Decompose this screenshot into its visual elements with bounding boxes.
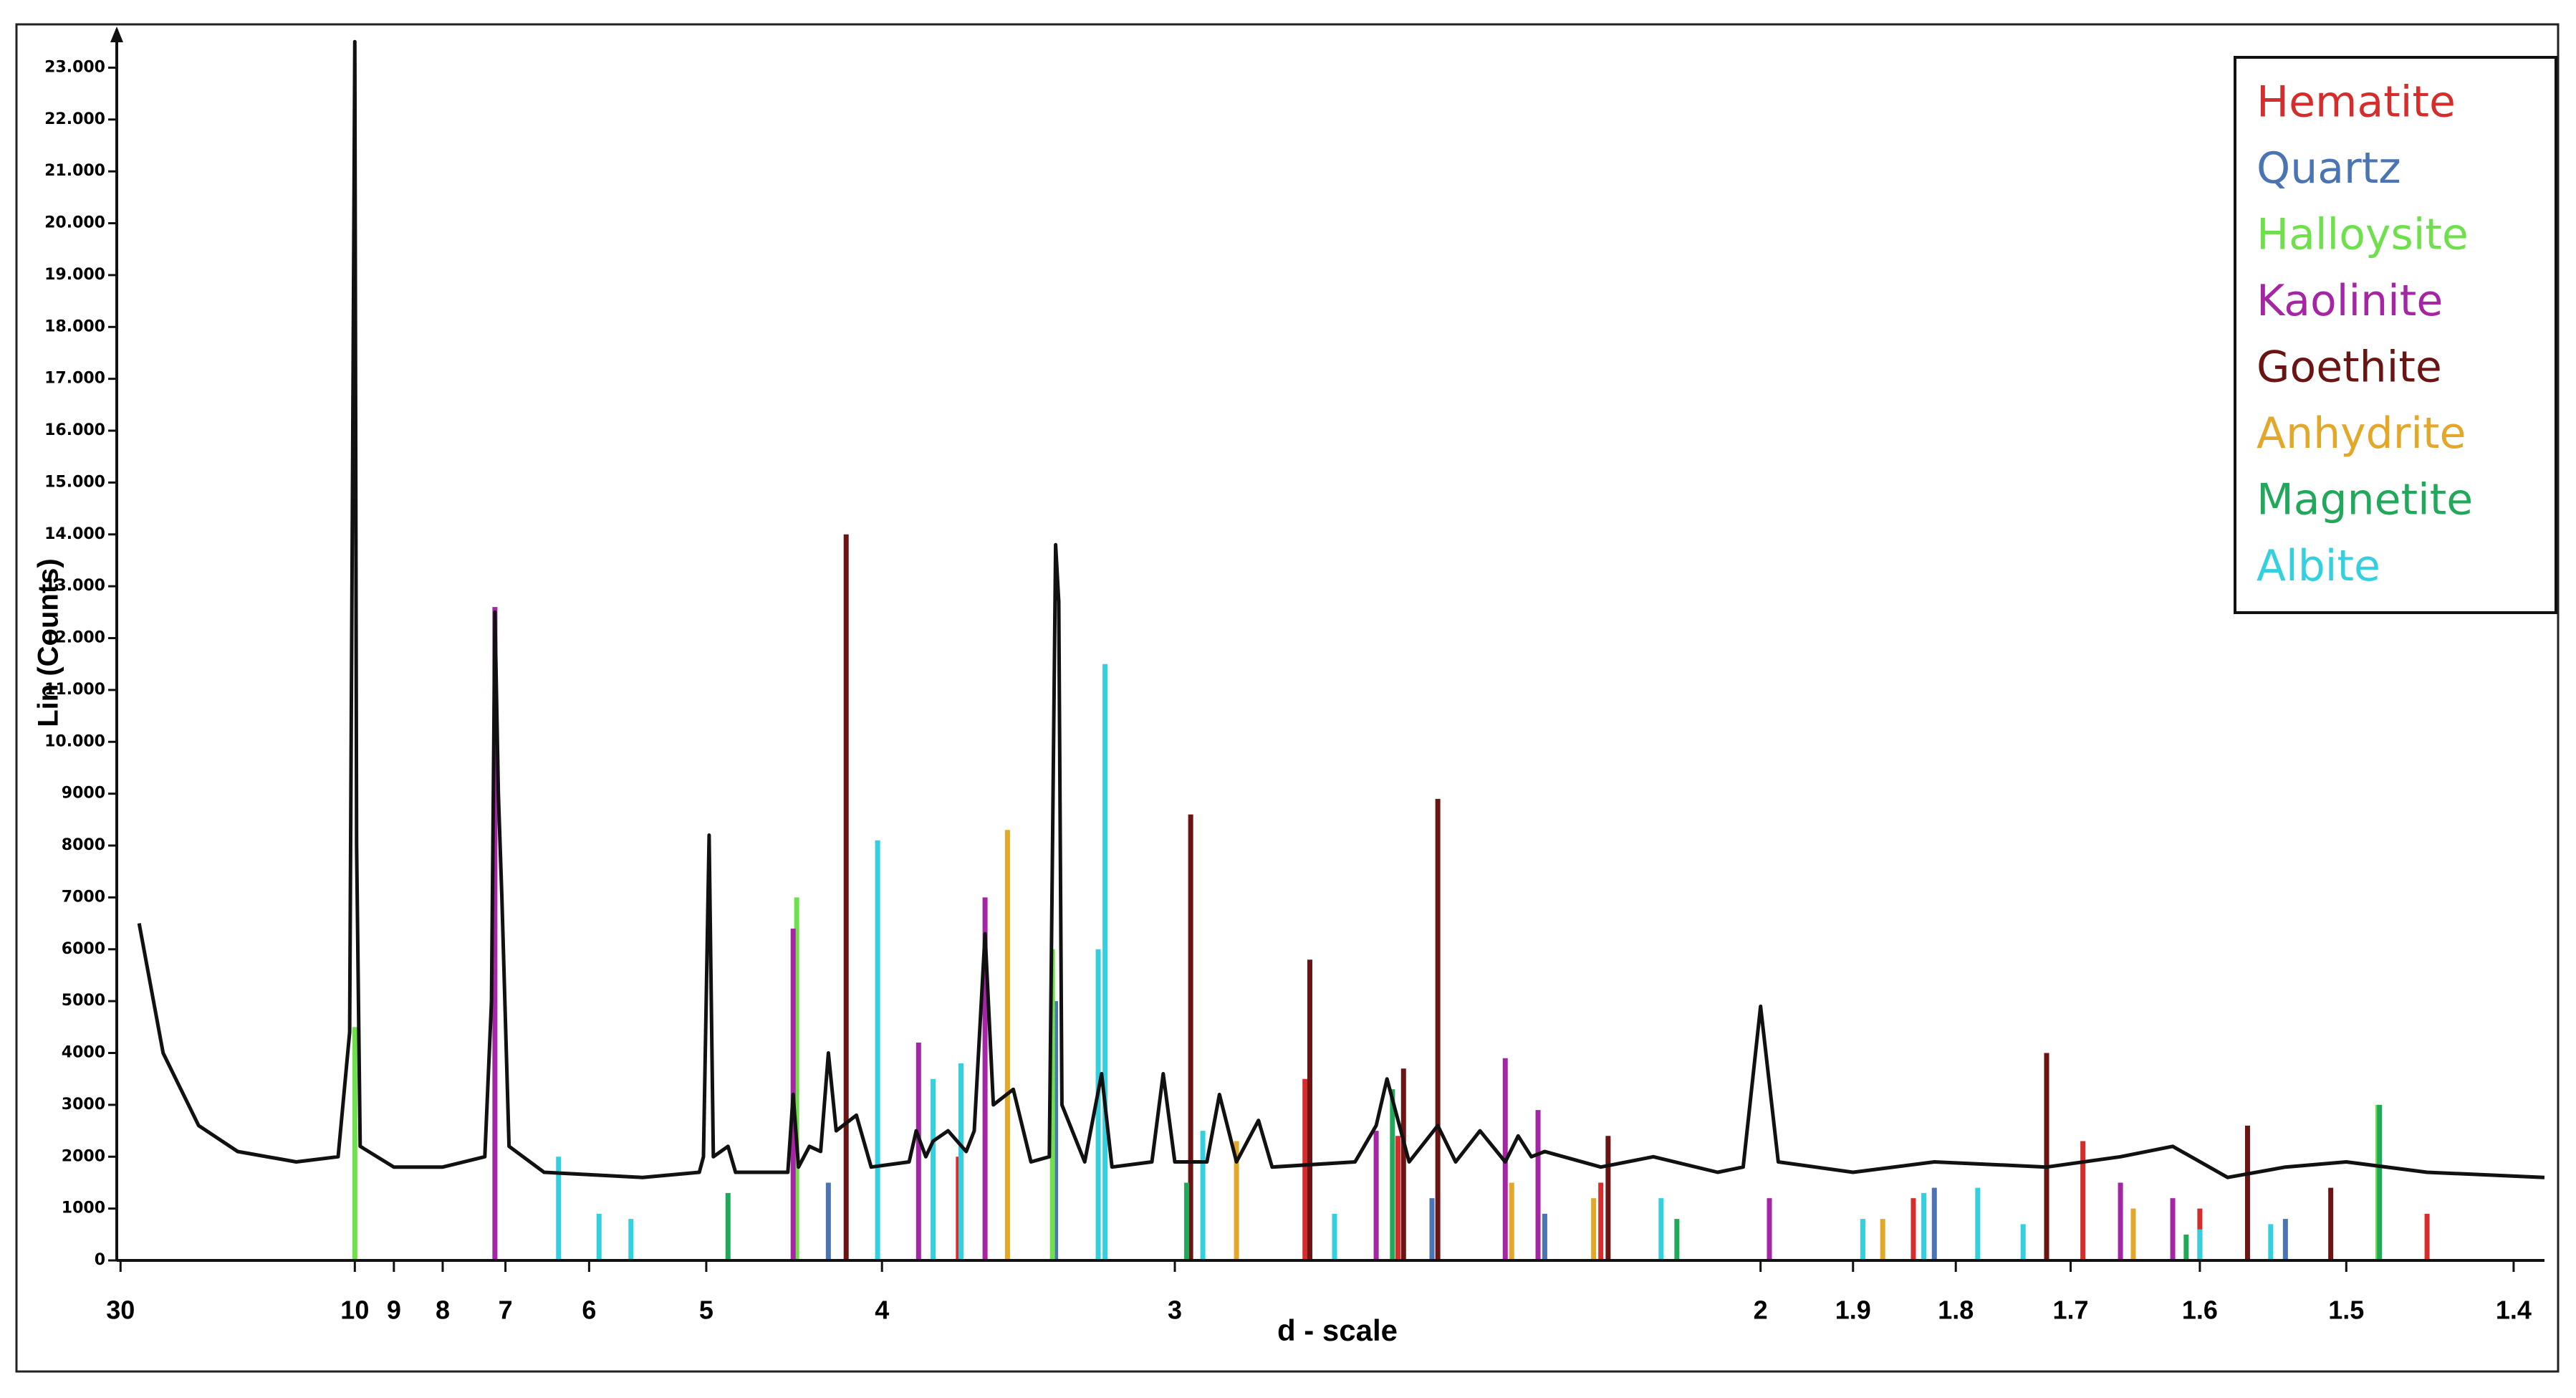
x-tick-label: 8 bbox=[436, 1296, 450, 1325]
x-tick-label: 4 bbox=[875, 1296, 889, 1325]
y-tick-label: 13.000 bbox=[44, 577, 105, 595]
x-tick-label: 1.9 bbox=[1835, 1296, 1871, 1325]
x-tick-label: 2 bbox=[1754, 1296, 1768, 1325]
legend-entry: Quartz bbox=[2257, 143, 2401, 193]
x-tick-label: 10 bbox=[340, 1296, 369, 1325]
y-axis-label: Lin (Counts) bbox=[33, 558, 64, 727]
frame bbox=[15, 23, 2560, 1373]
y-tick-label: 19.000 bbox=[44, 266, 105, 284]
legend-entry: Albite bbox=[2257, 541, 2380, 591]
y-tick-label: 10.000 bbox=[44, 732, 105, 750]
x-tick-label: 5 bbox=[699, 1296, 713, 1325]
y-tick-label: 16.000 bbox=[44, 421, 105, 439]
x-tick-label: 1.6 bbox=[2182, 1296, 2218, 1325]
y-tick-label: 6000 bbox=[62, 940, 105, 958]
y-tick-label: 8000 bbox=[62, 836, 105, 854]
y-tick-label: 23.000 bbox=[44, 58, 105, 76]
legend-entry: Kaolinite bbox=[2257, 276, 2443, 326]
y-tick-label: 17.000 bbox=[44, 370, 105, 388]
y-tick-label: 5000 bbox=[62, 992, 105, 1010]
x-tick-label: 1.5 bbox=[2328, 1296, 2364, 1325]
y-tick-label: 21.000 bbox=[44, 162, 105, 180]
y-tick-label: 0 bbox=[95, 1251, 105, 1269]
y-tick-label: 1000 bbox=[62, 1200, 105, 1217]
x-tick-label: 30 bbox=[106, 1296, 135, 1325]
y-tick-label: 9000 bbox=[62, 785, 105, 803]
y-tick-label: 14.000 bbox=[44, 525, 105, 543]
y-tick-label: 4000 bbox=[62, 1044, 105, 1062]
x-tick-label: 1.8 bbox=[1938, 1296, 1974, 1325]
y-tick-label: 22.000 bbox=[44, 110, 105, 128]
y-tick-label: 11.000 bbox=[44, 681, 105, 699]
legend-entry: Goethite bbox=[2257, 343, 2442, 393]
y-axis-arrow bbox=[110, 27, 123, 42]
y-tick-label: 7000 bbox=[62, 888, 105, 906]
x-tick-label: 9 bbox=[387, 1296, 401, 1325]
y-tick-label: 2000 bbox=[62, 1147, 105, 1165]
x-tick-label: 7 bbox=[499, 1296, 513, 1325]
legend-entry: Hematite bbox=[2257, 77, 2456, 128]
diffraction-pattern bbox=[137, 39, 2545, 1179]
legend-entry: Halloysite bbox=[2257, 210, 2469, 260]
x-tick-label: 1.4 bbox=[2496, 1296, 2532, 1325]
y-tick-label: 15.000 bbox=[44, 473, 105, 491]
y-tick-label: 12.000 bbox=[44, 629, 105, 647]
x-tick-label: 3 bbox=[1168, 1296, 1182, 1325]
y-tick-label: 20.000 bbox=[44, 214, 105, 232]
legend-entry: Magnetite bbox=[2257, 475, 2473, 525]
y-tick-label: 3000 bbox=[62, 1096, 105, 1114]
legend-entry: Anhydrite bbox=[2257, 408, 2466, 459]
x-axis-label: d - scale bbox=[1277, 1313, 1398, 1347]
y-tick-label: 18.000 bbox=[44, 317, 105, 335]
x-tick-label: 6 bbox=[582, 1296, 596, 1325]
legend-box bbox=[2234, 56, 2557, 614]
x-tick-label: 1.7 bbox=[2053, 1296, 2089, 1325]
